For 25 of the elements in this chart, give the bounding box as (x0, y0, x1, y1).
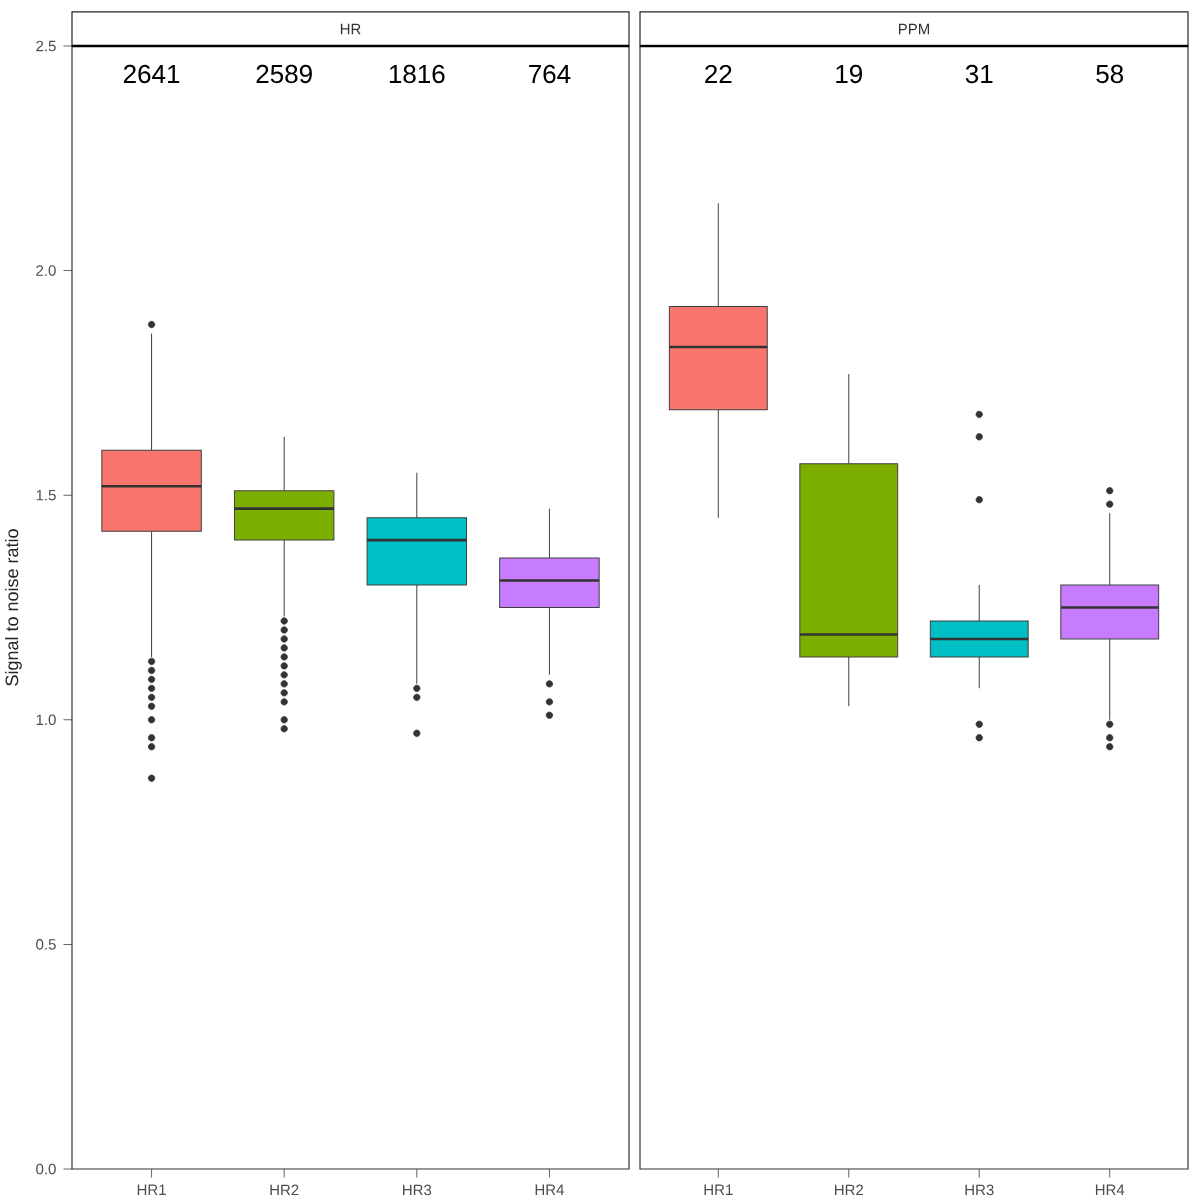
annotation: 764 (529, 64, 571, 84)
x-tick-label: HR2 (270, 1184, 299, 1196)
y-tick-label: 1.0 (36, 714, 56, 726)
annotation: 58 (1096, 64, 1124, 84)
annotation: 19 (836, 64, 862, 84)
y-axis-title: Signal to noise ratio (5, 529, 22, 686)
x-tick-label: HR3 (403, 1184, 432, 1196)
chart-title: HR (340, 23, 361, 35)
annotation: 31 (965, 64, 993, 84)
annotation: 1816 (389, 64, 445, 84)
x-tick-label: HR1 (137, 1184, 166, 1195)
x-tick-label: HR4 (1095, 1184, 1125, 1195)
x-tick-label: HR4 (535, 1184, 564, 1195)
annotation: 22 (705, 64, 732, 84)
y-tick-label: 2.5 (36, 40, 56, 52)
x-tick-label: HR2 (834, 1184, 864, 1196)
y-tick-label: 0.5 (36, 939, 56, 950)
y-tick-label: 2.0 (36, 265, 56, 276)
annotation: 2641 (123, 64, 180, 84)
y-tick-label: 1.5 (36, 489, 56, 501)
chart-title: PPM (898, 23, 930, 35)
y-tick-label: 0.0 (36, 1163, 56, 1175)
annotation: 2589 (256, 64, 312, 84)
x-tick-label: HR3 (965, 1184, 994, 1196)
x-tick-label: HR1 (704, 1184, 733, 1195)
